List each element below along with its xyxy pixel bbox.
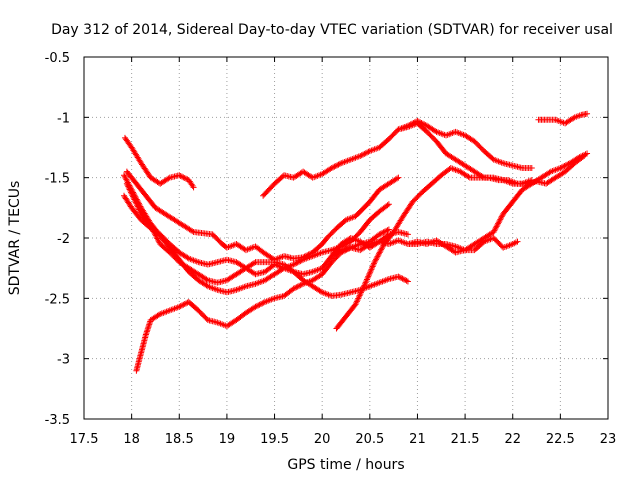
series-markers (121, 172, 392, 296)
x-tick-label: 17.5 (70, 432, 99, 447)
x-tick-label: 22 (504, 432, 521, 447)
data-series-track-1 (121, 134, 197, 191)
series-markers (121, 134, 197, 191)
series-markers (133, 226, 392, 374)
x-axis-label: GPS time / hours (287, 457, 404, 473)
data-series (121, 110, 591, 374)
y-tick-label: -2.5 (45, 292, 70, 307)
data-series-track-5 (121, 172, 392, 296)
grid (84, 57, 608, 419)
x-tick-label: 23 (600, 432, 617, 447)
x-tick-label: 19 (219, 432, 236, 447)
y-tick-label: -0.5 (45, 51, 70, 66)
y-axis-label: SDTVAR / TECUs (7, 181, 23, 296)
series-markers (535, 110, 591, 127)
data-series-track-11 (328, 235, 521, 260)
x-tick-label: 22.5 (546, 432, 575, 447)
x-tick-label: 18 (123, 432, 140, 447)
chart-title: Day 312 of 2014, Sidereal Day-to-day VTE… (51, 22, 613, 38)
x-tick-label: 20.5 (355, 432, 384, 447)
series-markers (123, 168, 402, 263)
data-series-track-2 (123, 168, 402, 263)
series-markers (333, 152, 588, 332)
y-tick-label: -1.5 (45, 172, 70, 187)
x-tick-label: 19.5 (260, 432, 289, 447)
data-series-track-12 (535, 110, 591, 127)
data-series-track-6 (133, 226, 392, 374)
data-series-track-9 (333, 152, 588, 332)
x-tick-label: 20 (314, 432, 331, 447)
x-tick-label: 18.5 (165, 432, 194, 447)
y-tick-label: -2 (57, 232, 70, 247)
x-tick-label: 21.5 (451, 432, 480, 447)
y-tick-label: -3.5 (45, 413, 70, 428)
axes: 17.5 18 18.5 19 19.5 20 20.5 21 21.5 22 22.5 23 -0.5… (45, 51, 617, 447)
y-tick-label: -3 (57, 353, 70, 368)
series-markers (328, 235, 521, 260)
plot-frame (83, 56, 609, 420)
y-tick-label: -1 (57, 111, 70, 126)
x-tick-label: 21 (409, 432, 426, 447)
